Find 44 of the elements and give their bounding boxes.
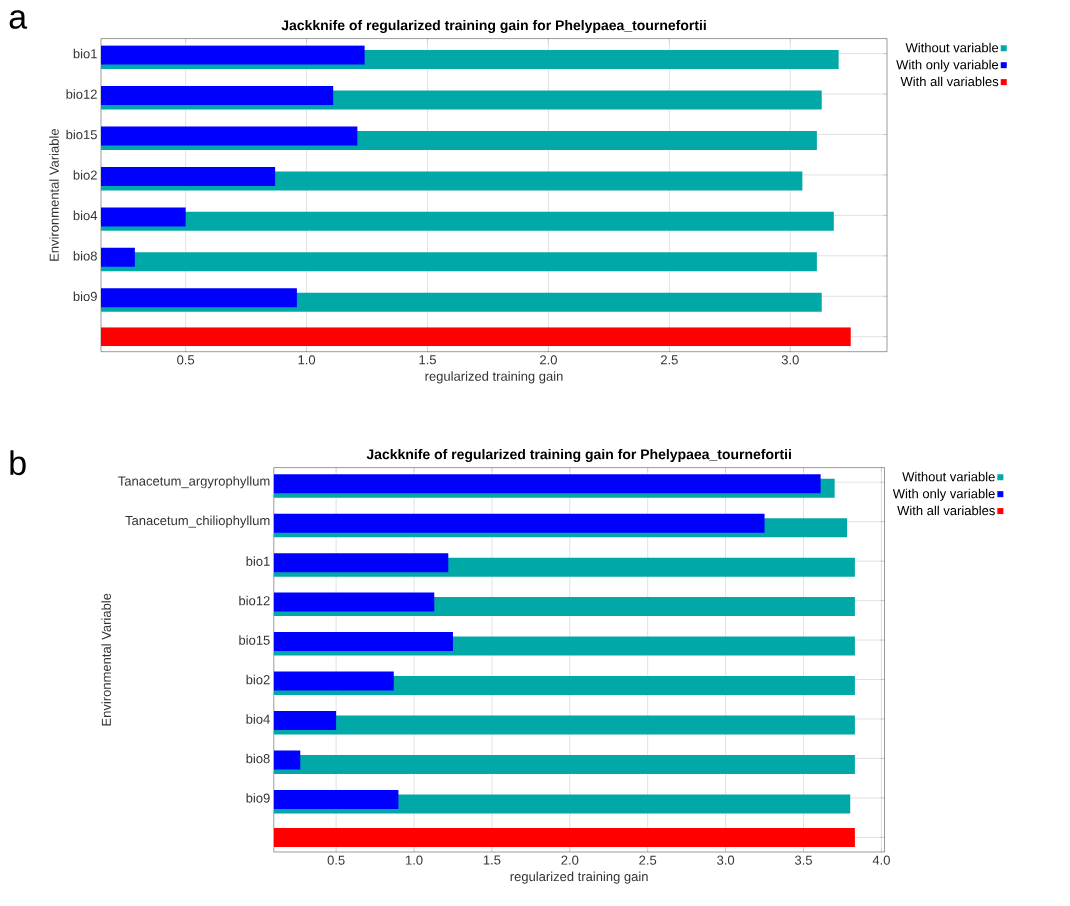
y-tick-label: bio15: [239, 635, 270, 645]
y-tick-label: bio8: [246, 753, 270, 764]
x-tick-label: 3.0: [717, 855, 735, 865]
legend-label: With only variable: [896, 59, 999, 72]
x-tick-label: 3.0: [781, 355, 799, 365]
x-tick-label: 1.0: [405, 855, 423, 865]
y-tick-label: bio9: [246, 793, 270, 803]
legend-label: Without variable: [905, 42, 999, 53]
y-tick-label: bio12: [66, 89, 97, 99]
legend-label: Without variable: [902, 471, 995, 482]
y-tick-label: Tanacetum_argyrophyllum: [118, 476, 270, 489]
chart-title: Jackknife of regularized training gain for Phelypaea_tournefortii: [366, 448, 791, 463]
y-tick-label: bio1: [246, 556, 270, 566]
x-tick-label: 3.5: [794, 855, 812, 865]
y-tick-label: bio12: [239, 595, 270, 606]
y-tick-label: Tanacetum_chiliophyllum: [125, 515, 270, 528]
x-tick-label: 2.5: [639, 855, 657, 865]
y-tick-label: bio4: [246, 714, 270, 724]
x-tick-label: 2.0: [561, 855, 579, 865]
y-tick-label: bio9: [73, 291, 97, 302]
y-tick-label: bio4: [73, 210, 98, 221]
text: b: [10, 450, 26, 476]
x-tick-label: 4.0: [872, 855, 890, 865]
y-tick-label: bio2: [246, 674, 270, 685]
legend-label: With only variable: [892, 488, 995, 501]
x-tick-label: 1.0: [298, 355, 316, 365]
x-axis-title: regularized training gain: [510, 871, 648, 884]
legend-label: With all variables: [900, 76, 999, 87]
text: a: [9, 10, 28, 29]
y-tick-label: bio2: [73, 170, 97, 180]
legend-label: With all variables: [897, 505, 995, 516]
x-tick-label: 2.5: [660, 355, 678, 365]
x-tick-label: 2.0: [540, 355, 557, 365]
y-tick-label: bio15: [66, 129, 97, 140]
y-axis-title: Environmental Variable: [49, 129, 59, 261]
x-tick-label: 1.5: [483, 855, 501, 865]
x-axis-title: regularized training gain: [425, 371, 563, 384]
chart-title: Jackknife of regularized training gain for Phelypaea_tournefortii: [281, 19, 706, 34]
y-axis-title: Environmental Variable: [101, 593, 111, 726]
y-tick-label: bio8: [73, 251, 97, 261]
x-tick-label: 1.5: [419, 355, 436, 365]
x-tick-label: 0.5: [177, 355, 195, 365]
y-tick-label: bio1: [73, 48, 97, 59]
x-tick-label: 0.5: [327, 855, 345, 865]
